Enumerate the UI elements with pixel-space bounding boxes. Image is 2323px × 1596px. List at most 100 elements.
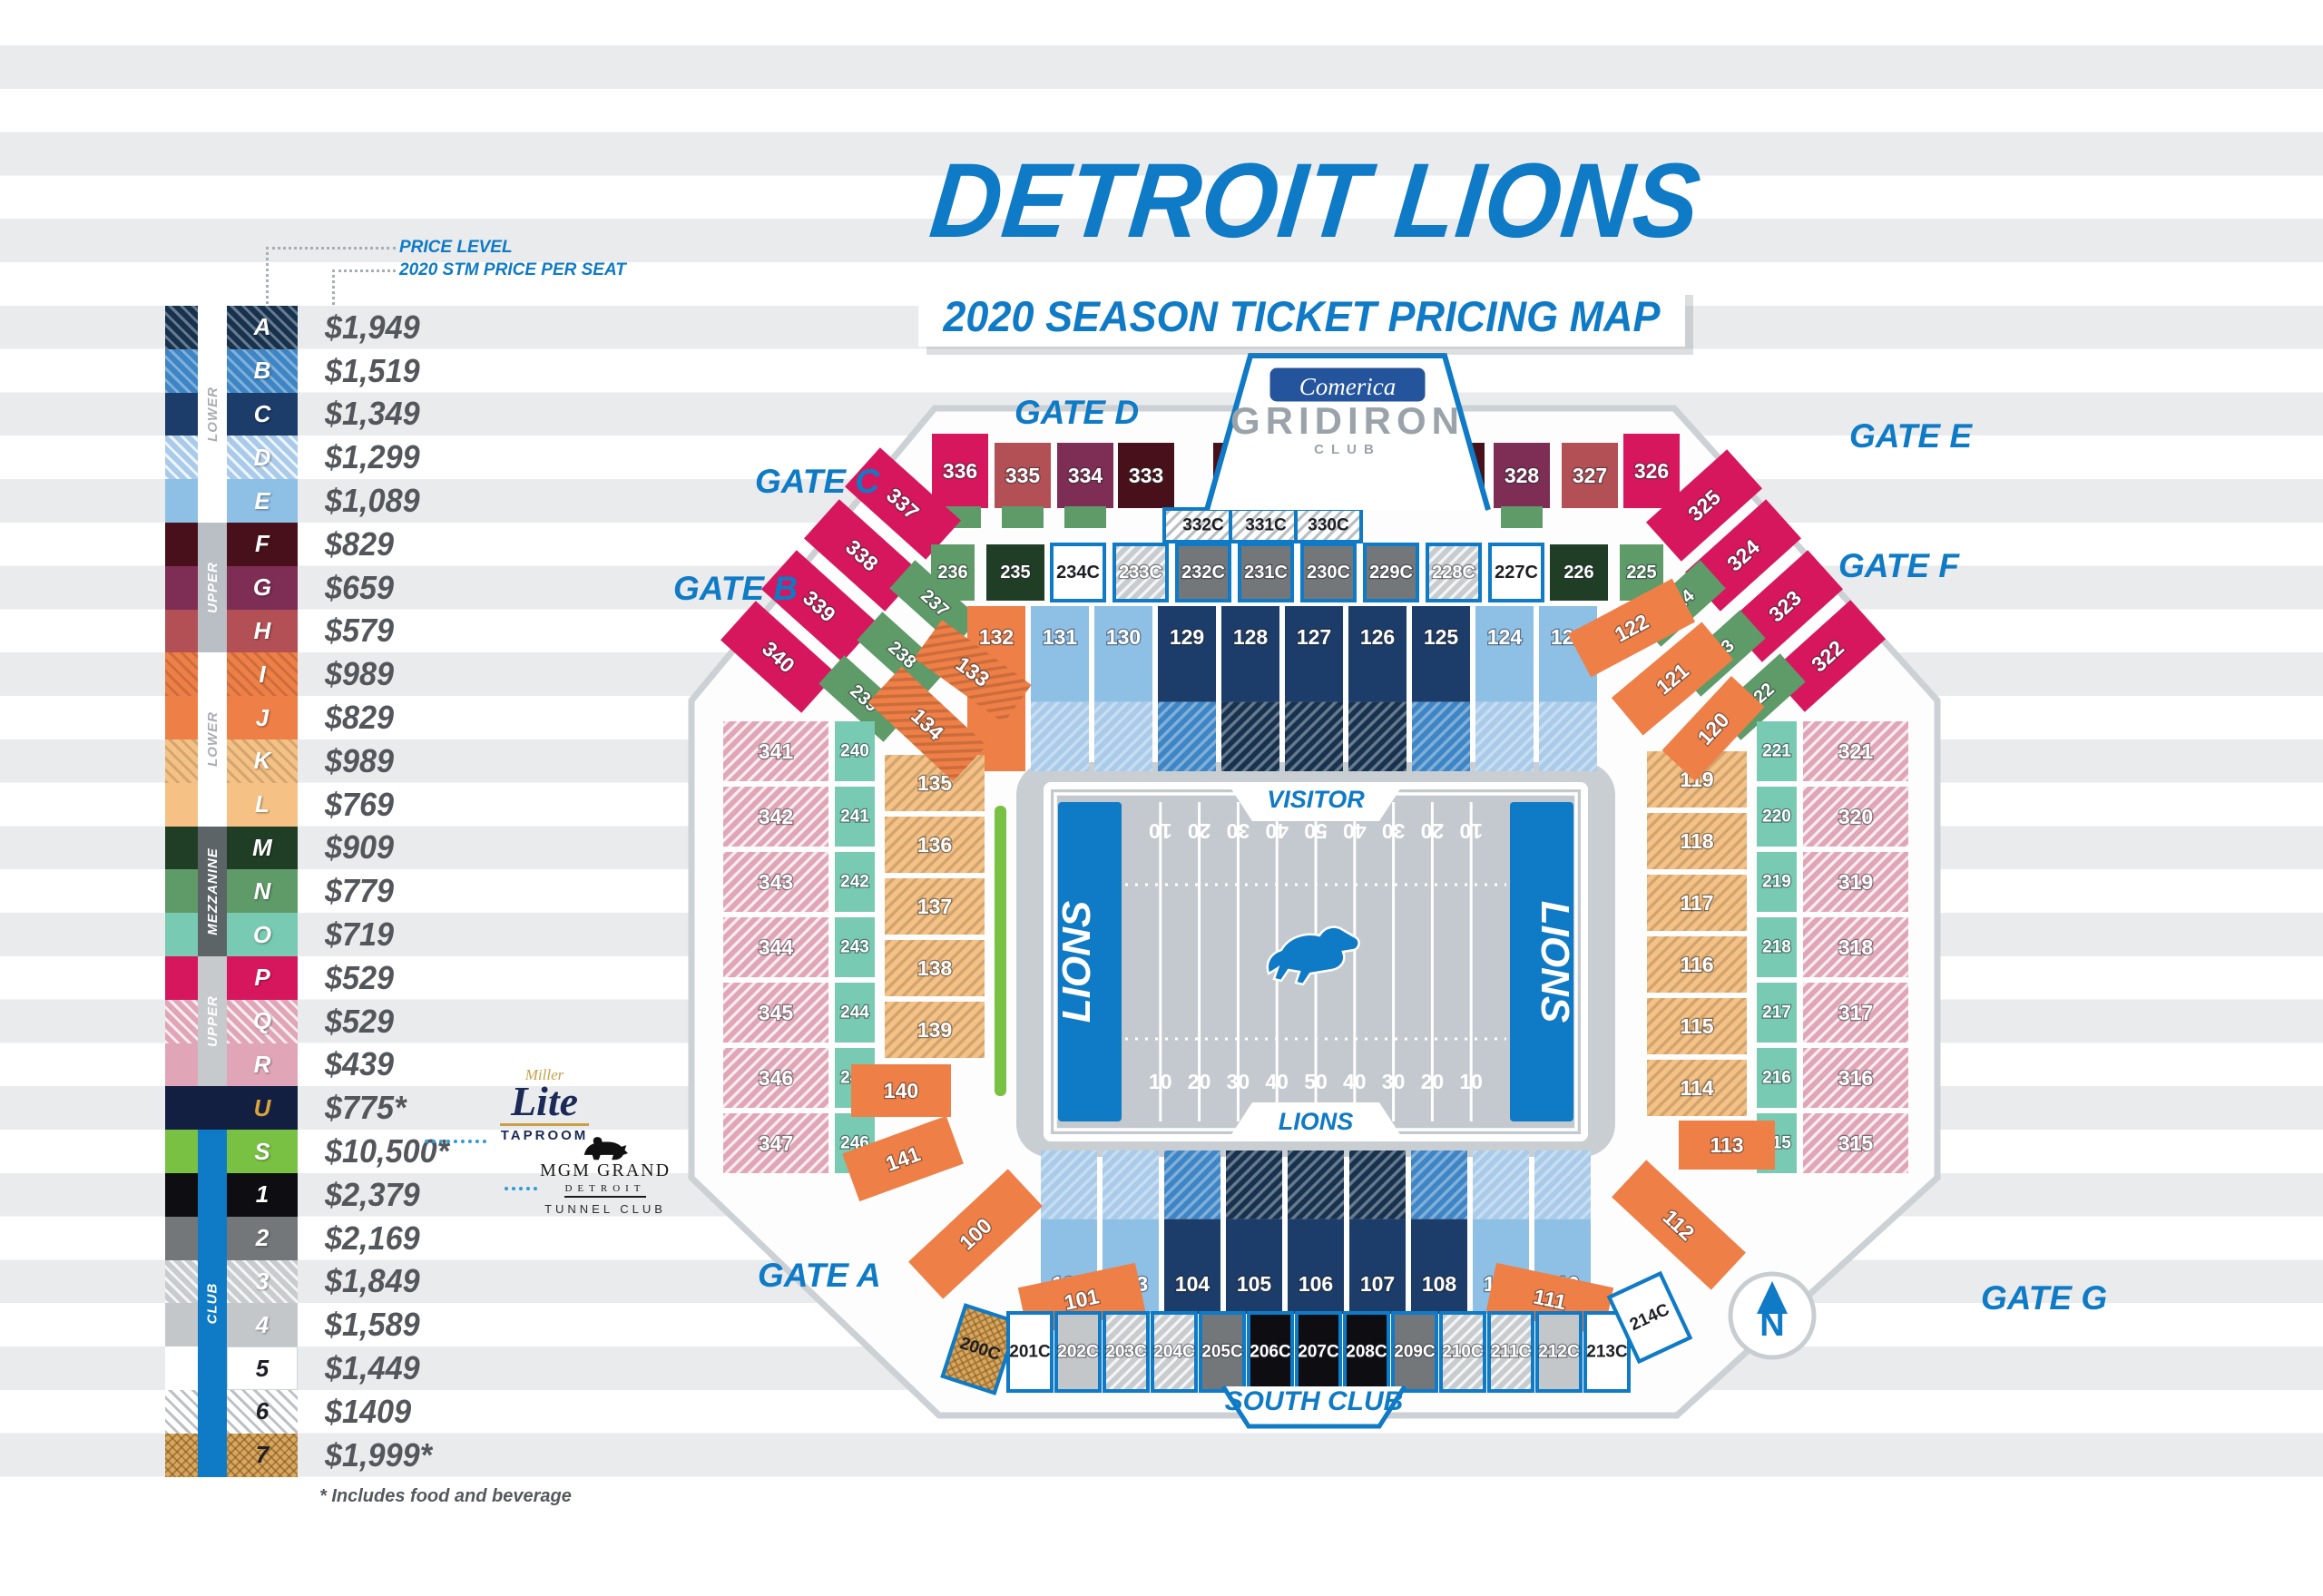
- section-321[interactable]: 321: [1803, 721, 1908, 781]
- section-141[interactable]: 141: [842, 1115, 964, 1202]
- section-120[interactable]: 120: [1661, 675, 1765, 782]
- section-118[interactable]: 118: [1647, 813, 1747, 869]
- section-129[interactable]: 129: [1158, 606, 1216, 771]
- section-229C[interactable]: 229C: [1363, 543, 1419, 602]
- section-219[interactable]: 219: [1757, 852, 1797, 912]
- section-139[interactable]: 139: [885, 1002, 985, 1058]
- section-209C[interactable]: 209C: [1391, 1311, 1438, 1393]
- section-340[interactable]: 340: [720, 601, 837, 713]
- section-237[interactable]: 237: [889, 560, 980, 647]
- section-344[interactable]: 344: [723, 917, 828, 977]
- section-243[interactable]: 243: [835, 917, 875, 977]
- section-316[interactable]: 316: [1803, 1048, 1908, 1108]
- section-231C[interactable]: 231C: [1238, 543, 1294, 602]
- section-320[interactable]: 320: [1803, 787, 1908, 847]
- section-136[interactable]: 136: [885, 817, 985, 873]
- section-218[interactable]: 218: [1757, 917, 1797, 977]
- section-341[interactable]: 341: [723, 721, 828, 781]
- section-331C[interactable]: 331C: [1229, 507, 1303, 543]
- section-338[interactable]: 338: [804, 499, 920, 612]
- section-318[interactable]: 318: [1803, 917, 1908, 977]
- section-233C[interactable]: 233C: [1112, 543, 1169, 602]
- section-206C[interactable]: 206C: [1247, 1311, 1294, 1393]
- leader-dots-tunnel-club: [505, 1187, 537, 1190]
- section-112[interactable]: 112: [1612, 1160, 1746, 1290]
- section-114[interactable]: 114: [1647, 1060, 1747, 1116]
- section-337[interactable]: 337: [845, 447, 961, 560]
- section-207C[interactable]: 207C: [1295, 1311, 1342, 1393]
- section-326[interactable]: 326: [1623, 434, 1680, 508]
- section-220[interactable]: 220: [1757, 787, 1797, 847]
- section-124[interactable]: 124: [1475, 606, 1534, 771]
- section-137[interactable]: 137: [885, 878, 985, 935]
- section-244[interactable]: 244: [835, 983, 875, 1043]
- section-134[interactable]: 134: [867, 666, 987, 782]
- section-107[interactable]: 107: [1349, 1150, 1406, 1314]
- section-333[interactable]: 333: [1118, 443, 1174, 508]
- section-122[interactable]: 122: [1567, 578, 1696, 678]
- section-347[interactable]: 347: [723, 1113, 828, 1173]
- section-138[interactable]: 138: [885, 940, 985, 996]
- section-227C[interactable]: 227C: [1488, 543, 1544, 602]
- section-342[interactable]: 342: [723, 787, 828, 847]
- section-319[interactable]: 319: [1803, 852, 1908, 912]
- section-343[interactable]: 343: [723, 852, 828, 912]
- svg-text:230C: 230C: [1307, 563, 1350, 583]
- section-105[interactable]: 105: [1226, 1150, 1282, 1314]
- section-133[interactable]: 133: [914, 620, 1032, 723]
- section-327[interactable]: 327: [1562, 443, 1618, 508]
- section-230C[interactable]: 230C: [1300, 543, 1357, 602]
- section-131[interactable]: 131: [1031, 606, 1089, 771]
- section-336[interactable]: 336: [932, 434, 988, 508]
- section-232C[interactable]: 232C: [1175, 543, 1231, 602]
- section-325[interactable]: 325: [1646, 449, 1762, 562]
- section-226[interactable]: 226: [1550, 544, 1608, 601]
- section-346[interactable]: 346: [723, 1048, 828, 1108]
- section-140[interactable]: 140: [851, 1064, 951, 1117]
- section-130[interactable]: 130: [1094, 606, 1152, 771]
- section-108[interactable]: 108: [1411, 1150, 1467, 1314]
- section-203C[interactable]: 203C: [1103, 1311, 1150, 1393]
- section-217[interactable]: 217: [1757, 983, 1797, 1043]
- section-315[interactable]: 315: [1803, 1113, 1908, 1173]
- section-200C[interactable]: 200C: [940, 1303, 1020, 1395]
- section-242[interactable]: 242: [835, 852, 875, 912]
- section-125[interactable]: 125: [1412, 606, 1470, 771]
- section-235[interactable]: 235: [986, 544, 1044, 601]
- svg-text:132: 132: [979, 625, 1014, 649]
- section-211C[interactable]: 211C: [1487, 1311, 1534, 1393]
- section-221[interactable]: 221: [1757, 721, 1797, 781]
- section-339[interactable]: 339: [761, 550, 877, 662]
- section-240[interactable]: 240: [835, 721, 875, 781]
- section-212C[interactable]: 212C: [1535, 1311, 1583, 1393]
- section-128[interactable]: 128: [1221, 606, 1279, 771]
- section-328[interactable]: 328: [1494, 443, 1550, 508]
- section-214C[interactable]: 214C: [1606, 1270, 1693, 1365]
- section-345[interactable]: 345: [723, 983, 828, 1043]
- section-116[interactable]: 116: [1647, 936, 1747, 993]
- section-106[interactable]: 106: [1288, 1150, 1344, 1314]
- section-208C[interactable]: 208C: [1343, 1311, 1390, 1393]
- section-121[interactable]: 121: [1611, 622, 1734, 736]
- section-228C[interactable]: 228C: [1426, 543, 1482, 602]
- section-201C[interactable]: 201C: [1006, 1311, 1054, 1393]
- section-335[interactable]: 335: [995, 443, 1051, 508]
- section-100[interactable]: 100: [908, 1169, 1043, 1299]
- section-117[interactable]: 117: [1647, 875, 1747, 931]
- section-113[interactable]: 113: [1679, 1121, 1775, 1170]
- section-205C[interactable]: 205C: [1199, 1311, 1246, 1393]
- section-216[interactable]: 216: [1757, 1048, 1797, 1108]
- section-334[interactable]: 334: [1057, 443, 1113, 508]
- section-204C[interactable]: 204C: [1151, 1311, 1198, 1393]
- section-127[interactable]: 127: [1285, 606, 1343, 771]
- tunnel-club-strip[interactable]: [995, 806, 1006, 1096]
- section-317[interactable]: 317: [1803, 983, 1908, 1043]
- section-210C[interactable]: 210C: [1439, 1311, 1486, 1393]
- section-202C[interactable]: 202C: [1054, 1311, 1102, 1393]
- section-330C[interactable]: 330C: [1294, 507, 1363, 543]
- section-126[interactable]: 126: [1348, 606, 1407, 771]
- section-104[interactable]: 104: [1164, 1150, 1220, 1314]
- section-241[interactable]: 241: [835, 787, 875, 847]
- section-115[interactable]: 115: [1647, 998, 1747, 1054]
- section-234C[interactable]: 234C: [1050, 543, 1106, 602]
